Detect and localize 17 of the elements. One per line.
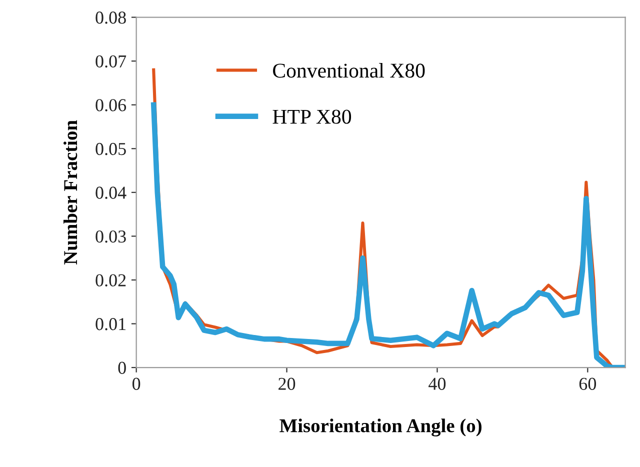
- x-axis-title: Misorientation Angle (o): [280, 418, 482, 436]
- legend-label: HTP X80: [272, 110, 352, 124]
- y-tick-label: 0.08: [96, 12, 126, 24]
- legend-label: Conventional X80: [273, 63, 425, 78]
- y-tick-label: 0.03: [96, 230, 126, 243]
- y-tick-label: 0.06: [96, 99, 126, 112]
- y-tick-label: 0: [118, 362, 126, 374]
- y-tick-label: 0.04: [96, 186, 126, 199]
- y-tick-label: 0.05: [96, 142, 126, 156]
- x-tick-label: 60: [579, 378, 596, 390]
- x-tick-label: 40: [428, 378, 446, 390]
- y-tick-label: 0.07: [96, 55, 126, 68]
- x-tick-label: 20: [278, 378, 296, 390]
- y-tick-label: 0.02: [96, 274, 126, 286]
- y-tick-label: 0.01: [96, 318, 126, 330]
- x-tick-label: 0: [132, 378, 140, 390]
- y-axis-title: Number Fraction: [63, 120, 78, 264]
